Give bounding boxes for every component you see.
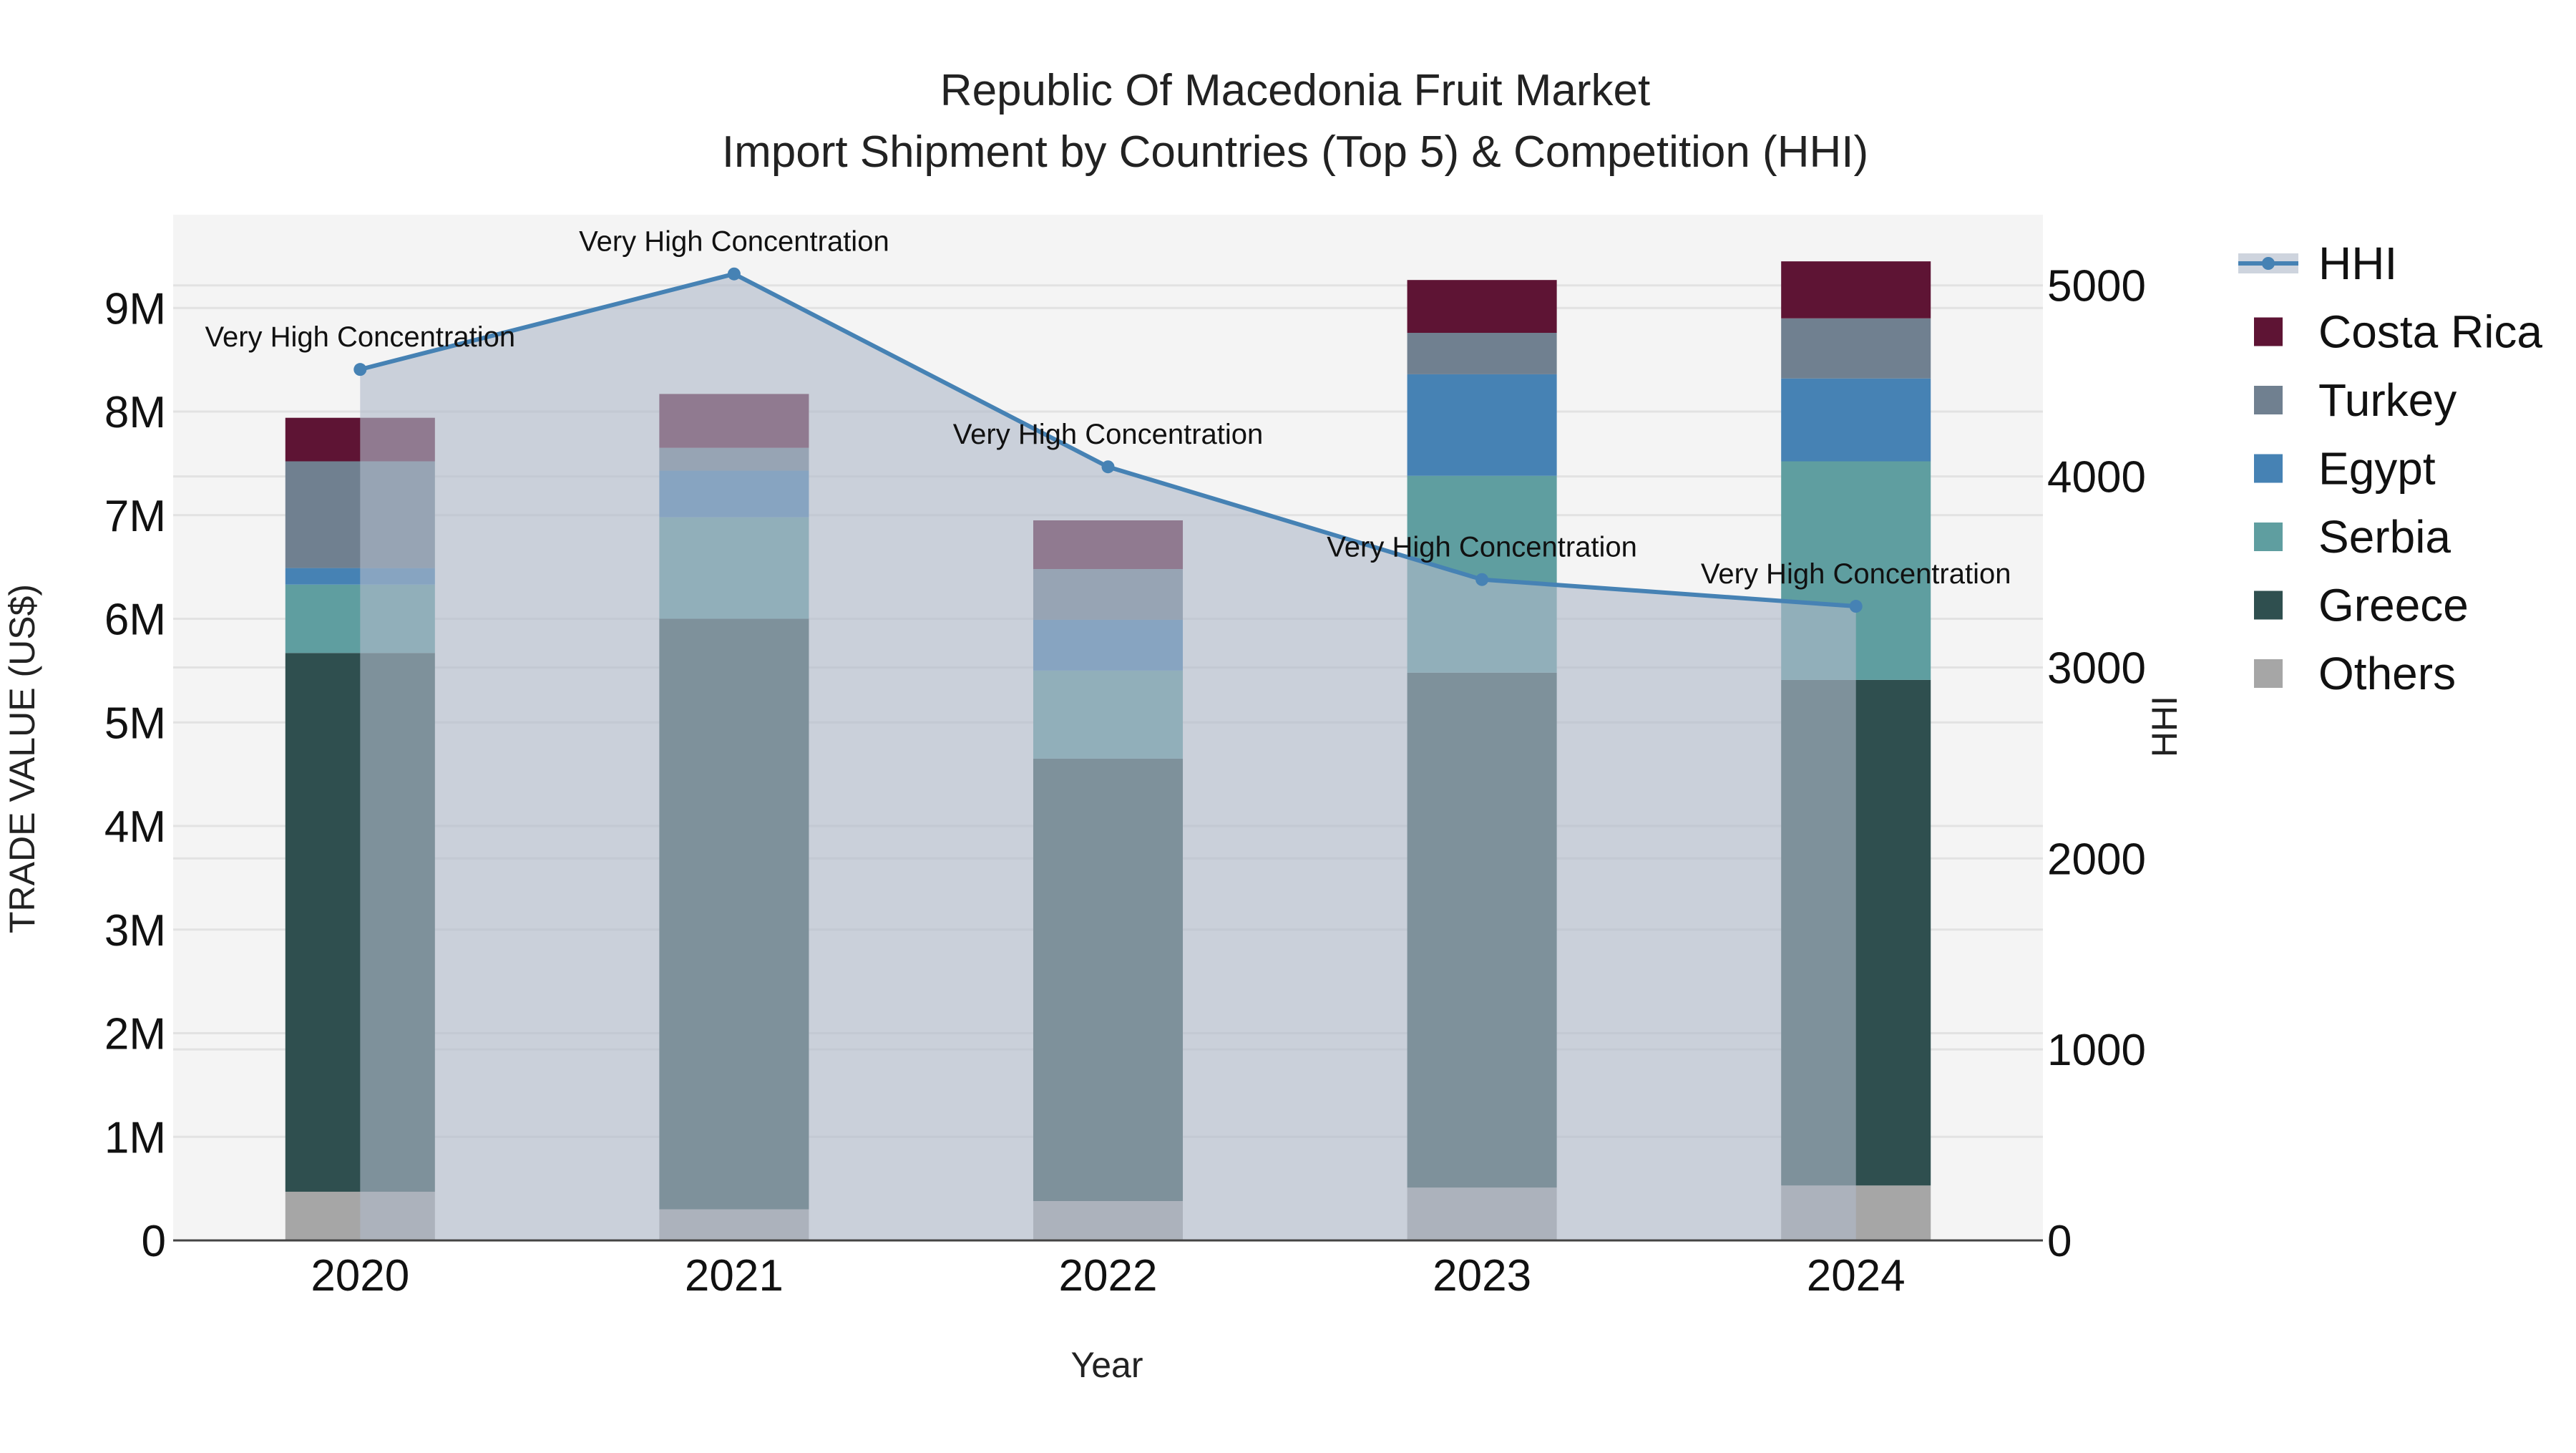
legend-swatch-others: [2254, 659, 2283, 688]
legend-swatch-costa-rica: [2254, 317, 2283, 346]
y2-tick-label: 5000: [2047, 262, 2146, 311]
y-tick-label: 9M: [104, 284, 166, 334]
bar-egypt: [1781, 378, 1931, 462]
legend-swatch-hhi-marker: [2262, 257, 2275, 270]
chart-title-line2: Import Shipment by Countries (Top 5) & C…: [722, 127, 1868, 177]
legend-swatch-serbia: [2254, 523, 2283, 551]
bar-costa-rica: [1407, 280, 1557, 334]
y2-tick-label: 2000: [2047, 835, 2146, 884]
hhi-annotation: Very High Concentration: [1327, 532, 1637, 563]
y2-tick-label: 1000: [2047, 1026, 2146, 1075]
x-tick-label: 2023: [1433, 1251, 1531, 1301]
legend-label-costa-rica[interactable]: Costa Rica: [2318, 306, 2542, 358]
y2-axis-title: HHI: [2145, 696, 2185, 757]
y-tick-label: 7M: [104, 492, 166, 541]
y-tick-label: 0: [142, 1217, 166, 1266]
y-tick-label: 8M: [104, 388, 166, 437]
legend-swatch-egypt: [2254, 454, 2283, 483]
legend-label-egypt[interactable]: Egypt: [2318, 443, 2436, 495]
y-tick-label: 4M: [104, 802, 166, 852]
legend-label-serbia[interactable]: Serbia: [2318, 511, 2451, 563]
legend-swatch-turkey: [2254, 386, 2283, 414]
y-tick-label: 1M: [104, 1113, 166, 1162]
y2-tick-label: 3000: [2047, 643, 2146, 693]
bar-costa-rica: [1781, 261, 1931, 319]
hhi-annotation: Very High Concentration: [205, 321, 516, 353]
x-tick-label: 2024: [1807, 1251, 1906, 1301]
legend-label-turkey[interactable]: Turkey: [2318, 374, 2457, 426]
bar-turkey: [1407, 333, 1557, 374]
legend-label-greece[interactable]: Greece: [2318, 580, 2469, 631]
y2-tick-label: 0: [2047, 1217, 2072, 1266]
x-axis-title: Year: [1070, 1345, 1143, 1385]
y-tick-label: 5M: [104, 699, 166, 748]
x-tick-label: 2021: [685, 1251, 784, 1301]
x-tick-label: 2022: [1059, 1251, 1158, 1301]
y-axis-title: TRADE VALUE (US$): [2, 584, 42, 933]
hhi-annotation: Very High Concentration: [953, 419, 1264, 450]
hhi-annotation: Very High Concentration: [1701, 558, 2011, 590]
bar-egypt: [1407, 374, 1557, 476]
hhi-point: [1101, 460, 1115, 474]
hhi-point: [727, 267, 741, 281]
y-tick-label: 2M: [104, 1010, 166, 1059]
hhi-area: [360, 273, 1856, 1241]
hhi-point: [353, 363, 367, 376]
hhi-annotation: Very High Concentration: [579, 226, 889, 258]
y2-tick-label: 4000: [2047, 453, 2146, 502]
chart-title-line1: Republic Of Macedonia Fruit Market: [940, 66, 1650, 115]
x-tick-label: 2020: [311, 1251, 409, 1301]
y-tick-label: 3M: [104, 906, 166, 956]
y-tick-label: 6M: [104, 596, 166, 645]
bar-turkey: [1781, 318, 1931, 379]
hhi-point: [1475, 573, 1489, 586]
legend-label-others[interactable]: Others: [2318, 648, 2456, 699]
legend-swatch-greece: [2254, 591, 2283, 620]
hhi-point: [1849, 600, 1863, 613]
legend-label-hhi[interactable]: HHI: [2318, 238, 2397, 289]
